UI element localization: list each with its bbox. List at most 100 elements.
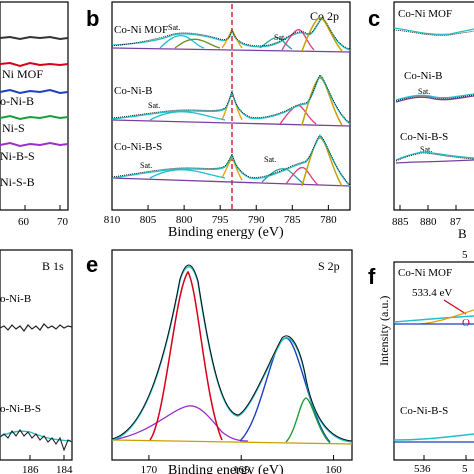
panel-e-x-tick-label-165: 165 xyxy=(233,464,250,474)
panel-d-fit xyxy=(0,430,73,442)
panel-b-raw-data xyxy=(111,74,351,124)
panel-b-x-tick-label-800: 800 xyxy=(176,214,193,226)
panel-b-peak xyxy=(221,157,243,181)
panel-e-x-axis-label: Binding energy (eV) xyxy=(168,463,284,474)
panel-a-line-red xyxy=(0,61,69,68)
panel-f-peak xyxy=(419,309,474,325)
panel-e-x-tick-label-170: 170 xyxy=(141,464,158,474)
panel-b-baseline xyxy=(111,119,351,127)
panel-c-xtick: 885 xyxy=(392,216,409,228)
panel-a-xtick-70: 70 xyxy=(57,216,69,228)
panel-c-sat-label: Sat. xyxy=(420,145,432,154)
panel-d-label-2: o-Ni-B-S xyxy=(0,403,41,415)
panel-e-title: S 2p xyxy=(318,259,340,273)
panel-e-frame xyxy=(111,249,353,461)
panel-c-fit xyxy=(393,27,474,36)
panel-c-raw xyxy=(395,94,474,102)
panel-b-peak xyxy=(285,166,319,186)
panel-a-label-1: Ni MOF xyxy=(2,67,43,81)
panel-d-label-1: o-Ni-B xyxy=(0,293,31,305)
panel-a-label-4: Ni-B-S xyxy=(0,149,35,163)
panel-c-sat-label: Sat. xyxy=(418,87,430,96)
panel-f-peak-annotation: 533.4 eV xyxy=(412,287,452,299)
panel-a-label-3: Ni-S xyxy=(2,121,25,135)
panel-f-fit xyxy=(393,315,474,323)
panel-e-raw-data xyxy=(111,264,353,442)
panel-c-frame xyxy=(393,1,474,211)
panel-b-sat-label: Sat. xyxy=(264,155,276,164)
panel-c-baseline xyxy=(395,159,474,164)
panel-e-peak-green xyxy=(285,397,331,444)
panel-f-arrow xyxy=(443,299,467,315)
panel-b-frame xyxy=(111,1,351,211)
panel-b-raw-data xyxy=(111,134,351,186)
panel-f-xtick: 536 xyxy=(414,463,431,474)
panel-b-x-axis: 810 805 800 795 790 785 780 xyxy=(104,205,337,226)
panel-f-frame xyxy=(393,261,474,461)
panel-b-x-tick-label-785: 785 xyxy=(284,214,301,226)
panel-c-label-1: Co-Ni MOF xyxy=(398,8,452,20)
panel-d-line-2 xyxy=(0,429,73,452)
panel-b-label-co-ni-mof: Co-Ni MOF xyxy=(114,24,168,36)
panel-f-y-axis-label: Intensity (a.u.) xyxy=(377,296,391,366)
panel-c-label-2: Co-Ni-B xyxy=(404,70,443,82)
panel-b-x-tick-label-810: 810 xyxy=(104,214,121,226)
panel-a-line-purple xyxy=(0,141,69,148)
panel-b-peak xyxy=(279,104,317,125)
panel-f-fit xyxy=(393,433,474,441)
panel-b-label-co-ni-b-s: Co-Ni-B-S xyxy=(114,141,162,153)
panel-b-fit-envelope xyxy=(111,75,351,125)
panel-b-trace-co-ni-b xyxy=(111,74,351,127)
panel-a: Ni MOF o-Ni-B Ni-S Ni-B-S Ni-S-B 60 70 xyxy=(0,1,69,228)
panel-c-xtick: 87 xyxy=(450,216,462,228)
panel-f-top-tick: 5 xyxy=(462,249,468,261)
panel-c-raw xyxy=(393,29,474,36)
panel-f-o-label: O xyxy=(462,317,470,329)
panel-c-xtick: 880 xyxy=(420,216,437,228)
panel-c-label-3: Co-Ni-B-S xyxy=(400,131,448,143)
panel-b-sat-label: Sat. xyxy=(140,161,152,170)
panel-b-sat-label: Sat. xyxy=(168,23,180,32)
panel-e-x-tick-label-160: 160 xyxy=(325,464,342,474)
panel-a-line-black xyxy=(0,35,69,41)
panel-b-sat-peak xyxy=(174,38,221,49)
panel-c-raw xyxy=(395,152,474,162)
panel-b-trace-co-ni-b-s xyxy=(111,134,351,187)
panel-f-label-2: Co-Ni-B-S xyxy=(400,405,448,417)
panel-e: e S 2p 170 165 160 Binding energy (eV) xyxy=(86,249,353,474)
panel-b-sat-label: Sat. xyxy=(274,33,286,42)
panel-b-x-tick-label-795: 795 xyxy=(212,214,229,226)
panel-a-label-5: Ni-S-B xyxy=(0,175,35,189)
panel-e-baseline xyxy=(111,439,353,445)
panel-d: B 1s o-Ni-B o-Ni-B-S 186 184 xyxy=(0,249,73,474)
panel-e-letter: e xyxy=(86,252,98,277)
panel-b-peak xyxy=(221,29,243,49)
panel-d-line-1 xyxy=(0,323,73,333)
panel-b-peak xyxy=(301,17,343,52)
panel-b-trace-co-ni-mof xyxy=(111,16,351,53)
panel-b-raw-data xyxy=(111,16,351,50)
panel-b-x-tick-label-805: 805 xyxy=(140,214,157,226)
panel-d-frame xyxy=(0,249,73,461)
panel-a-label-2: o-Ni-B xyxy=(0,94,34,108)
panel-f-label-1: Co-Ni MOF xyxy=(398,267,452,279)
panel-b-baseline xyxy=(111,47,351,53)
panel-b-sat-peak xyxy=(149,169,226,179)
panel-d-xtick: 186 xyxy=(22,464,39,474)
panel-e-peak-purple xyxy=(111,405,249,442)
panel-b-peak xyxy=(301,137,343,187)
panel-d-xtick: 184 xyxy=(56,464,73,474)
panel-a-frame xyxy=(0,1,69,211)
panel-b-x-tick-label-790: 790 xyxy=(248,214,265,226)
panel-f-xtick: 5 xyxy=(462,463,468,474)
panel-c: c Co-Ni MOF Co-Ni-B Sat. Co-Ni-B-S Sat. … xyxy=(368,1,474,241)
panel-b-x-axis-label: Binding energy (eV) xyxy=(168,225,284,240)
panel-e-peak-blue xyxy=(239,337,331,443)
panel-b: b Co 2p Co-Ni MOF Sat. Sat. xyxy=(86,1,351,240)
panel-b-peak xyxy=(301,77,343,126)
panel-b-x-tick-label-780: 780 xyxy=(320,214,337,226)
panel-c-fit xyxy=(395,93,474,101)
panel-d-title: B 1s xyxy=(42,259,64,273)
panel-c-letter: c xyxy=(368,6,380,31)
panel-b-fit-envelope xyxy=(111,17,351,51)
